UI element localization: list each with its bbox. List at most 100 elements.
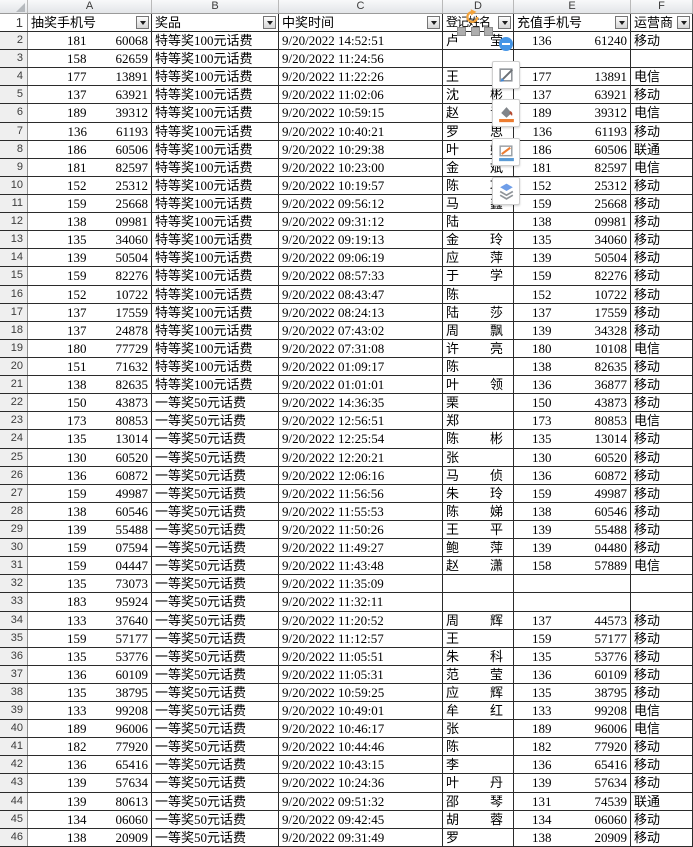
cell-register-name[interactable]: 陈娣	[443, 502, 514, 520]
cell-recharge-phone[interactable]	[514, 593, 631, 611]
cell-recharge-phone[interactable]: 181 82597	[514, 158, 631, 176]
cell-carrier[interactable]: 移动	[631, 32, 693, 50]
row-number[interactable]: 5	[0, 86, 28, 104]
header-prize[interactable]: 奖品	[152, 14, 279, 31]
cell-register-name[interactable]: 赵潇	[443, 557, 514, 575]
row-number[interactable]: 4	[0, 68, 28, 86]
cell-register-name[interactable]: 陈	[443, 738, 514, 756]
cell-recharge-phone[interactable]: 133 99208	[514, 702, 631, 720]
filter-dropdown-icon[interactable]	[136, 16, 149, 29]
cell-lottery-phone[interactable]: 159 25668	[28, 194, 152, 213]
cell-register-name[interactable]: 陈	[443, 285, 514, 303]
cell-register-name[interactable]: 马侦	[443, 466, 514, 484]
cell-carrier[interactable]: 移动	[631, 357, 693, 376]
cell-lottery-phone[interactable]: 137 63921	[28, 86, 152, 104]
cell-lottery-phone[interactable]: 135 13014	[28, 430, 152, 448]
cell-prize[interactable]: 一等奖50元话费	[152, 430, 279, 448]
arrange-layers-button[interactable]	[492, 177, 520, 205]
cell-carrier[interactable]: 移动	[631, 194, 693, 213]
row-number[interactable]: 40	[0, 720, 28, 738]
cell-carrier[interactable]	[631, 593, 693, 611]
cell-carrier[interactable]: 电信	[631, 557, 693, 575]
cell-win-time[interactable]: 9/20/2022 09:51:32	[279, 792, 443, 810]
row-number[interactable]: 19	[0, 339, 28, 357]
cell-lottery-phone[interactable]: 133 99208	[28, 702, 152, 720]
cell-lottery-phone[interactable]: 183 95924	[28, 593, 152, 611]
cell-lottery-phone[interactable]: 139 80613	[28, 792, 152, 810]
cell-carrier[interactable]: 移动	[631, 321, 693, 339]
cell-lottery-phone[interactable]: 134 06060	[28, 810, 152, 828]
cell-win-time[interactable]: 9/20/2022 12:56:51	[279, 412, 443, 430]
cell-prize[interactable]: 一等奖50元话费	[152, 520, 279, 539]
row-number[interactable]: 17	[0, 303, 28, 321]
cell-lottery-phone[interactable]: 159 49987	[28, 484, 152, 502]
cell-prize[interactable]: 一等奖50元话费	[152, 557, 279, 575]
cell-prize[interactable]: 一等奖50元话费	[152, 738, 279, 756]
cell-carrier[interactable]: 移动	[631, 738, 693, 756]
row-number[interactable]: 46	[0, 828, 28, 846]
cell-lottery-phone[interactable]: 138 60546	[28, 502, 152, 520]
header-recharge-phone[interactable]: 充值手机号	[514, 14, 631, 31]
cell-lottery-phone[interactable]: 136 60109	[28, 665, 152, 683]
filter-dropdown-icon[interactable]	[427, 16, 440, 29]
cell-lottery-phone[interactable]: 181 82597	[28, 158, 152, 176]
cell-register-name[interactable]	[443, 593, 514, 611]
cell-win-time[interactable]: 9/20/2022 08:43:47	[279, 285, 443, 303]
cell-win-time[interactable]: 9/20/2022 09:42:45	[279, 810, 443, 828]
cell-carrier[interactable]: 移动	[631, 520, 693, 539]
cell-prize[interactable]: 一等奖50元话费	[152, 575, 279, 593]
row-number[interactable]: 2	[0, 32, 28, 50]
redaction-bar-column-e[interactable]	[556, 32, 584, 847]
filter-dropdown-icon[interactable]	[263, 16, 276, 29]
cell-carrier[interactable]: 电信	[631, 158, 693, 176]
cell-recharge-phone[interactable]: 137 63921	[514, 86, 631, 104]
cell-recharge-phone[interactable]: 138 09981	[514, 213, 631, 231]
cell-prize[interactable]: 一等奖50元话费	[152, 484, 279, 502]
cell-prize[interactable]: 一等奖50元话费	[152, 810, 279, 828]
cell-recharge-phone[interactable]: 139 04480	[514, 539, 631, 557]
cell-recharge-phone[interactable]	[514, 50, 631, 68]
cell-win-time[interactable]: 9/20/2022 10:59:15	[279, 104, 443, 122]
cell-recharge-phone[interactable]: 136 60109	[514, 665, 631, 683]
cell-register-name[interactable]: 叶丹	[443, 774, 514, 792]
row-number[interactable]: 32	[0, 575, 28, 593]
cell-prize[interactable]: 一等奖50元话费	[152, 593, 279, 611]
row-number[interactable]: 15	[0, 267, 28, 285]
cell-recharge-phone[interactable]: 138 82635	[514, 357, 631, 376]
cell-win-time[interactable]: 9/20/2022 12:06:16	[279, 466, 443, 484]
cell-register-name[interactable]: 罗	[443, 828, 514, 846]
cell-lottery-phone[interactable]: 182 77920	[28, 738, 152, 756]
cell-win-time[interactable]: 9/20/2022 11:05:51	[279, 647, 443, 665]
cell-carrier[interactable]: 移动	[631, 774, 693, 792]
cell-win-time[interactable]: 9/20/2022 12:20:21	[279, 448, 443, 466]
cell-recharge-phone[interactable]: 139 55488	[514, 520, 631, 539]
cell-recharge-phone[interactable]: 136 60872	[514, 466, 631, 484]
cell-prize[interactable]: 特等奖100元话费	[152, 249, 279, 267]
row-number[interactable]: 6	[0, 104, 28, 122]
row-number[interactable]: 10	[0, 176, 28, 194]
column-letter-f[interactable]: F	[631, 0, 693, 13]
cell-prize[interactable]: 一等奖50元话费	[152, 629, 279, 647]
cell-recharge-phone[interactable]: 134 06060	[514, 810, 631, 828]
row-number[interactable]: 41	[0, 738, 28, 756]
cell-win-time[interactable]: 9/20/2022 09:19:13	[279, 231, 443, 249]
cell-win-time[interactable]: 9/20/2022 10:59:25	[279, 683, 443, 702]
cell-lottery-phone[interactable]: 139 50504	[28, 249, 152, 267]
edit-shape-button[interactable]	[492, 61, 520, 89]
cell-recharge-phone[interactable]: 152 10722	[514, 285, 631, 303]
cell-win-time[interactable]: 9/20/2022 11:02:06	[279, 86, 443, 104]
row-number[interactable]: 39	[0, 702, 28, 720]
filter-dropdown-icon[interactable]	[615, 16, 628, 29]
cell-register-name[interactable]: 牟红	[443, 702, 514, 720]
cell-prize[interactable]: 特等奖100元话费	[152, 86, 279, 104]
cell-prize[interactable]: 一等奖50元话费	[152, 394, 279, 412]
cell-lottery-phone[interactable]: 139 57634	[28, 774, 152, 792]
filter-dropdown-icon[interactable]	[677, 16, 690, 29]
cell-register-name[interactable]: 应萍	[443, 249, 514, 267]
row-number[interactable]: 34	[0, 611, 28, 629]
cell-recharge-phone[interactable]: 182 77920	[514, 738, 631, 756]
cell-recharge-phone[interactable]: 136 61193	[514, 122, 631, 140]
cell-win-time[interactable]: 9/20/2022 11:55:53	[279, 502, 443, 520]
cell-lottery-phone[interactable]: 189 96006	[28, 720, 152, 738]
cell-prize[interactable]: 一等奖50元话费	[152, 665, 279, 683]
